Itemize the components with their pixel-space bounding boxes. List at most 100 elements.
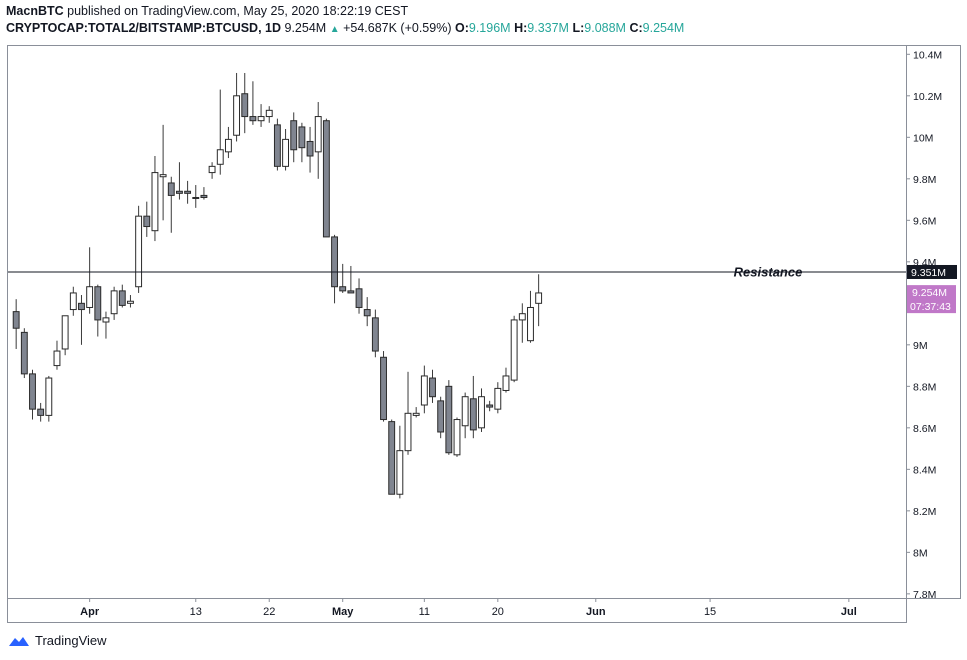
- candle[interactable]: [518, 303, 526, 343]
- candle[interactable]: [224, 126, 232, 159]
- candle[interactable]: [306, 126, 314, 173]
- candle-body-bullish: [151, 172, 159, 232]
- candle[interactable]: [535, 274, 543, 327]
- candle[interactable]: [404, 371, 412, 455]
- candle[interactable]: [355, 278, 363, 314]
- symbol-label[interactable]: CRYPTOCAP:TOTAL2/BITSTAMP:BTCUSD, 1D: [6, 21, 282, 35]
- candle[interactable]: [127, 295, 134, 308]
- candle[interactable]: [69, 286, 77, 316]
- candle[interactable]: [494, 382, 502, 414]
- candle[interactable]: [12, 299, 20, 349]
- candle-body-bearish: [469, 398, 477, 431]
- candle[interactable]: [420, 365, 428, 414]
- bar-countdown-text: 07:37:43: [910, 301, 951, 313]
- candle[interactable]: [298, 122, 306, 163]
- candle[interactable]: [175, 162, 183, 200]
- candle[interactable]: [241, 72, 249, 134]
- publication-line: MacnBTC published on TradingView.com, Ma…: [6, 4, 408, 18]
- candle[interactable]: [45, 375, 53, 422]
- candle[interactable]: [429, 369, 436, 403]
- candle[interactable]: [143, 201, 151, 237]
- candle[interactable]: [233, 72, 241, 142]
- candle[interactable]: [437, 396, 445, 439]
- candle-body-bearish: [322, 120, 330, 238]
- candle[interactable]: [502, 367, 510, 393]
- y-tick-label: 8.2M: [913, 506, 936, 518]
- candle-body-bearish: [371, 317, 379, 352]
- candle-body-bearish: [12, 311, 20, 329]
- last-value: 9.254M: [284, 21, 327, 35]
- candle[interactable]: [192, 185, 200, 208]
- candle[interactable]: [159, 124, 167, 221]
- candle[interactable]: [469, 375, 477, 439]
- candle[interactable]: [478, 388, 485, 432]
- candle[interactable]: [102, 311, 110, 339]
- candle[interactable]: [37, 402, 45, 422]
- candle[interactable]: [461, 392, 469, 439]
- candle-body-bullish: [45, 377, 53, 416]
- candle-body-bearish: [167, 182, 175, 196]
- candle[interactable]: [314, 102, 322, 179]
- candle[interactable]: [273, 118, 281, 171]
- candle-body-bullish: [61, 315, 69, 350]
- candle[interactable]: [363, 297, 371, 327]
- candle[interactable]: [290, 112, 298, 163]
- candle[interactable]: [167, 176, 175, 233]
- candle[interactable]: [510, 315, 518, 383]
- candle[interactable]: [208, 162, 216, 179]
- close-value: 9.254M: [642, 21, 685, 35]
- candle-body-bullish: [396, 450, 404, 495]
- time-axis[interactable]: [7, 598, 907, 623]
- candle[interactable]: [527, 290, 534, 343]
- candle[interactable]: [135, 205, 143, 293]
- candle[interactable]: [200, 187, 208, 200]
- candle[interactable]: [151, 155, 159, 242]
- candle[interactable]: [78, 295, 85, 345]
- candle[interactable]: [61, 315, 69, 356]
- candle[interactable]: [380, 351, 387, 422]
- price-axis[interactable]: [906, 45, 961, 599]
- open-value: 9.196M: [468, 21, 511, 35]
- y-tick-label: 8M: [913, 547, 928, 559]
- candle[interactable]: [53, 340, 61, 370]
- candle-body-bearish: [20, 331, 28, 375]
- candle[interactable]: [396, 425, 404, 499]
- x-tick-label: Jun: [586, 606, 606, 618]
- candle[interactable]: [110, 286, 118, 320]
- candle[interactable]: [29, 369, 36, 420]
- y-tick-label: 7.8M: [913, 589, 936, 601]
- tradingview-logo-icon: [9, 636, 29, 646]
- candle[interactable]: [445, 380, 453, 455]
- plot-area[interactable]: [7, 45, 907, 599]
- candle[interactable]: [371, 309, 379, 358]
- candle[interactable]: [94, 284, 102, 337]
- candle[interactable]: [347, 265, 355, 294]
- candle-body-bearish: [94, 286, 102, 321]
- candles-group: [12, 72, 543, 499]
- candle[interactable]: [249, 81, 257, 125]
- x-tick-label: 11: [419, 606, 430, 618]
- candle[interactable]: [20, 328, 28, 379]
- candle[interactable]: [412, 407, 420, 418]
- candle-body-bullish: [127, 300, 134, 304]
- candle[interactable]: [339, 263, 347, 293]
- y-tick-label: 8.8M: [913, 381, 936, 393]
- candle-body-bearish: [143, 215, 151, 228]
- candle[interactable]: [184, 180, 192, 204]
- candle[interactable]: [322, 118, 330, 238]
- last-price-tag: [907, 285, 956, 314]
- candle[interactable]: [257, 104, 265, 127]
- candle[interactable]: [118, 284, 126, 308]
- candle[interactable]: [86, 247, 94, 314]
- candle[interactable]: [216, 89, 224, 175]
- candle[interactable]: [282, 129, 290, 171]
- candle-body-bearish: [175, 190, 183, 194]
- candle[interactable]: [388, 419, 396, 495]
- candle[interactable]: [331, 234, 338, 304]
- candle[interactable]: [453, 417, 461, 457]
- published-text: published on TradingView.com, May 25, 20…: [67, 4, 409, 18]
- candle[interactable]: [486, 400, 494, 412]
- author-name[interactable]: MacnBTC: [6, 4, 64, 18]
- candle[interactable]: [265, 106, 273, 123]
